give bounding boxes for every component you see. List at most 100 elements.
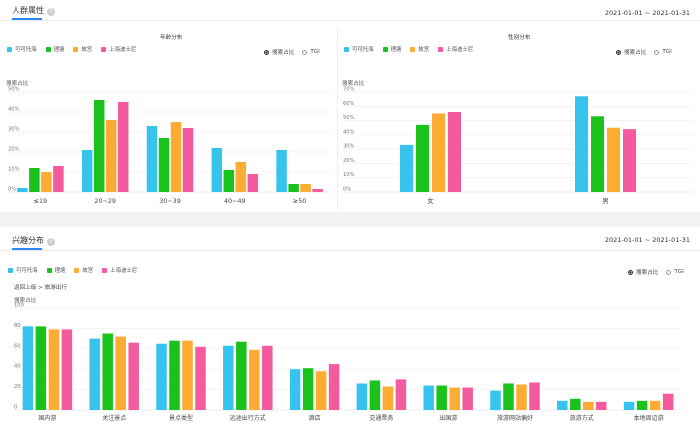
bar[interactable]	[503, 383, 514, 410]
legend-item[interactable]: 理塘	[382, 45, 401, 53]
legend-item[interactable]: 故宫	[410, 45, 429, 53]
bar[interactable]	[182, 340, 193, 410]
y-tick-label: 20%	[343, 158, 355, 164]
bar[interactable]	[156, 343, 167, 410]
bar[interactable]	[262, 345, 273, 410]
bar[interactable]	[312, 189, 323, 192]
radio-search-share[interactable]: 搜索占比	[628, 268, 658, 276]
bar[interactable]	[423, 385, 434, 410]
bar[interactable]	[276, 150, 287, 192]
bar[interactable]	[61, 329, 73, 410]
radio-tgi[interactable]: TGI	[666, 268, 684, 276]
date-range[interactable]: 2021-01-01 ~ 2021-01-31	[604, 9, 690, 17]
legend-item[interactable]: 可可托海	[8, 266, 38, 274]
bar[interactable]	[583, 401, 594, 410]
bar[interactable]	[53, 166, 64, 192]
bar[interactable]	[22, 326, 34, 410]
bar[interactable]	[448, 112, 461, 192]
bar[interactable]	[105, 120, 117, 192]
bar[interactable]	[596, 401, 607, 410]
bar[interactable]	[575, 96, 588, 192]
bar[interactable]	[432, 113, 445, 192]
bar[interactable]	[449, 387, 460, 410]
bar[interactable]	[557, 400, 568, 410]
legend-item[interactable]: 可可托海	[7, 45, 37, 53]
bar[interactable]	[462, 387, 473, 410]
chart-divider	[337, 28, 338, 210]
bar[interactable]	[436, 385, 447, 410]
bar[interactable]	[591, 116, 604, 192]
bar[interactable]	[236, 341, 247, 410]
y-tick-label: 40%	[343, 129, 355, 135]
radio-unselected-icon	[666, 269, 672, 275]
bar[interactable]	[48, 329, 60, 410]
help-icon[interactable]: ?	[47, 238, 55, 246]
radio-tgi[interactable]: TGI	[654, 48, 672, 56]
bar[interactable]	[636, 400, 648, 410]
bar[interactable]	[182, 128, 194, 192]
legend-item[interactable]: 上海迪士尼	[102, 266, 137, 274]
bar[interactable]	[223, 170, 235, 192]
bar[interactable]	[516, 384, 527, 411]
bar[interactable]	[249, 349, 260, 410]
bar[interactable]	[328, 364, 340, 410]
bar[interactable]	[247, 174, 259, 192]
radio-search-share[interactable]: 搜索占比	[264, 48, 294, 56]
legend-item[interactable]: 理塘	[45, 45, 64, 53]
legend-item[interactable]: 理塘	[46, 266, 65, 274]
bar[interactable]	[623, 129, 636, 192]
bar[interactable]	[41, 172, 52, 192]
bar[interactable]	[81, 150, 93, 192]
bar[interactable]	[211, 148, 223, 192]
bar[interactable]	[300, 184, 311, 192]
x-tick-label: 出国游	[439, 414, 457, 422]
bar[interactable]	[128, 342, 139, 410]
legend-item[interactable]: 故宫	[74, 266, 93, 274]
radio-tgi[interactable]: TGI	[302, 48, 320, 56]
x-tick-label: 20~29	[94, 197, 116, 205]
legend-item[interactable]: 上海迪士尼	[101, 45, 136, 53]
bar[interactable]	[382, 386, 394, 410]
bar[interactable]	[115, 336, 126, 410]
bar[interactable]	[117, 102, 129, 192]
bar[interactable]	[17, 188, 28, 192]
bar[interactable]	[158, 138, 170, 192]
bar[interactable]	[195, 346, 206, 410]
bar[interactable]	[529, 382, 540, 410]
legend-item[interactable]: 故宫	[73, 45, 92, 53]
bar[interactable]	[89, 338, 100, 410]
bar[interactable]	[570, 398, 581, 410]
bar[interactable]	[649, 400, 661, 410]
bar[interactable]	[356, 383, 368, 410]
bar[interactable]	[490, 390, 501, 410]
bar[interactable]	[302, 368, 314, 410]
x-tick-label: 女	[427, 196, 434, 205]
bar[interactable]	[93, 100, 105, 192]
breadcrumb[interactable]: 返回上级 > 旅游出行	[14, 285, 67, 291]
bar[interactable]	[235, 162, 247, 192]
bar[interactable]	[288, 184, 299, 192]
bar[interactable]	[102, 333, 113, 411]
bar[interactable]	[35, 326, 47, 410]
help-icon[interactable]: ?	[47, 8, 55, 16]
bar[interactable]	[400, 144, 413, 192]
bar[interactable]	[223, 345, 234, 410]
bar[interactable]	[395, 379, 407, 410]
bar[interactable]	[662, 393, 674, 410]
bar[interactable]	[369, 380, 381, 410]
date-range[interactable]: 2021-01-01 ~ 2021-01-31	[604, 236, 690, 244]
y-tick-label: 0	[14, 405, 17, 411]
bar[interactable]	[169, 340, 180, 410]
bar[interactable]	[315, 371, 327, 410]
bar[interactable]	[170, 122, 182, 192]
legend-item[interactable]: 可可托海	[344, 45, 374, 53]
interest-section-title: 兴趣分布?	[12, 235, 55, 246]
legend-item[interactable]: 上海迪士尼	[438, 45, 473, 53]
bar[interactable]	[146, 126, 158, 192]
bar[interactable]	[289, 369, 301, 410]
bar[interactable]	[607, 127, 620, 192]
bar[interactable]	[416, 124, 429, 192]
bar[interactable]	[29, 168, 40, 192]
bar[interactable]	[623, 401, 635, 410]
radio-search-share[interactable]: 搜索占比	[616, 48, 646, 56]
